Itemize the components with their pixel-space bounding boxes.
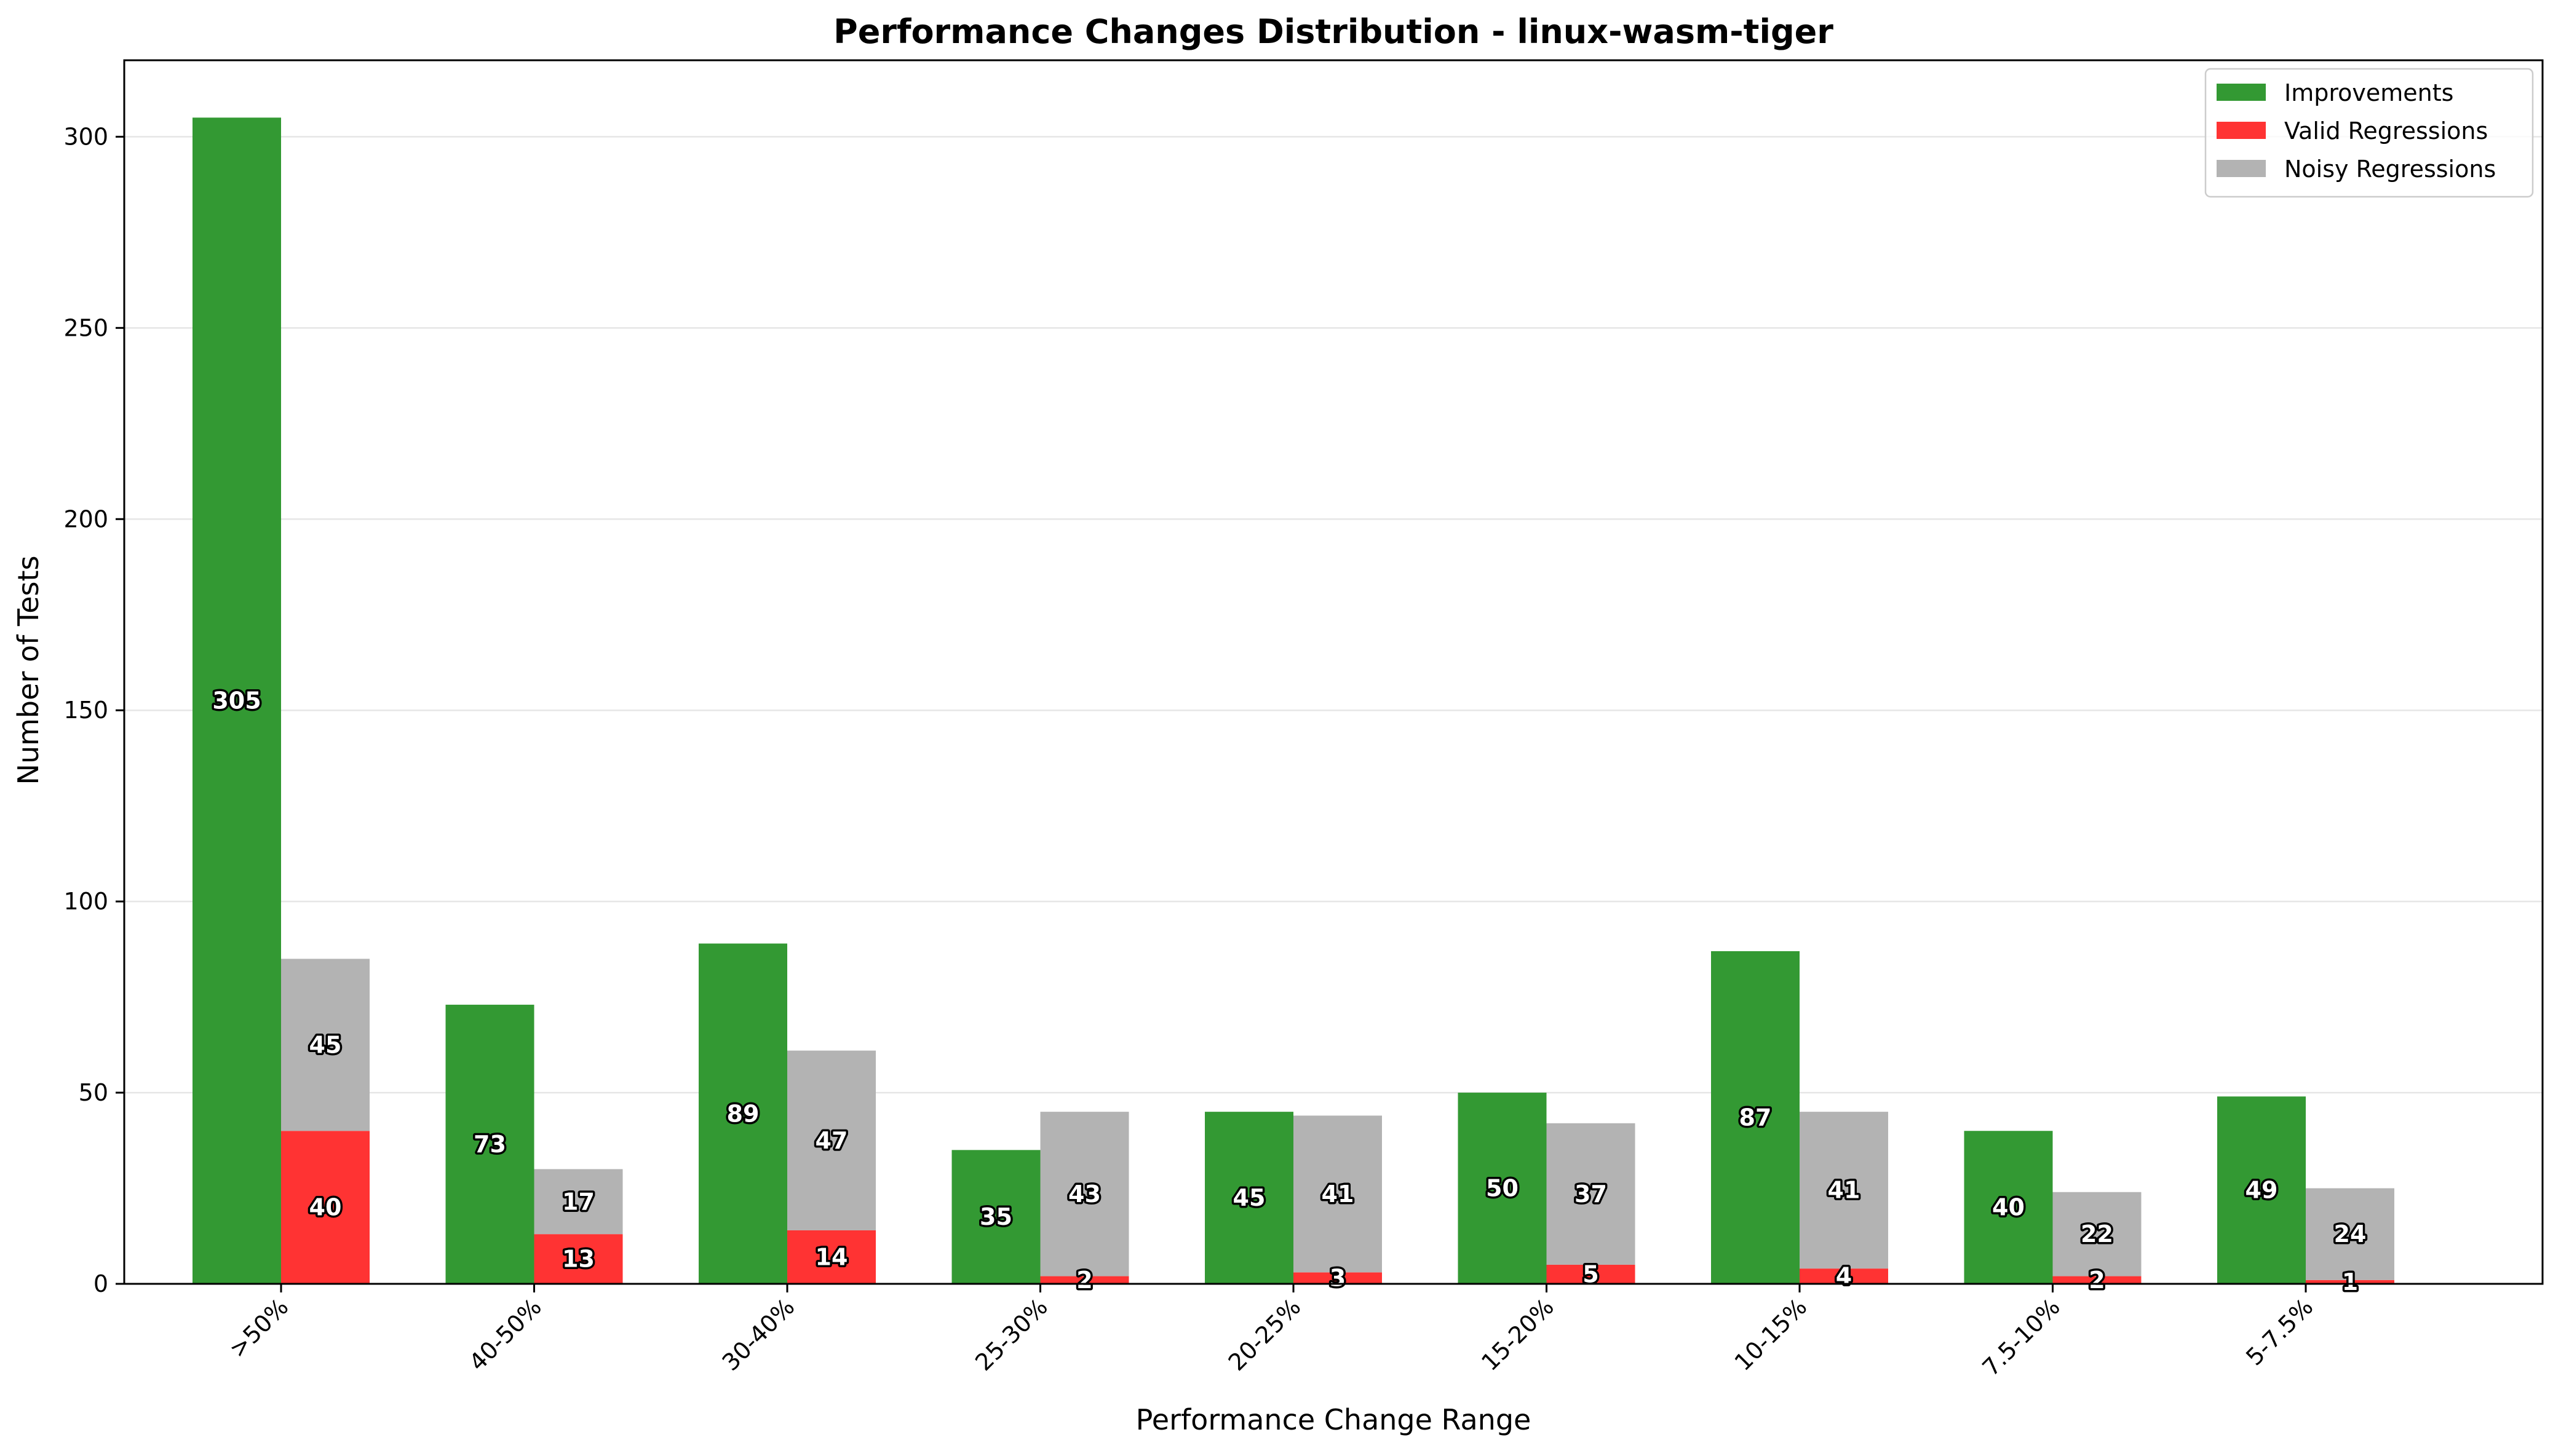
legend-swatch xyxy=(2217,160,2266,177)
x-tick-label: 15-20% xyxy=(1476,1293,1559,1376)
x-axis-label: Performance Change Range xyxy=(1136,1403,1531,1436)
bar-improvements xyxy=(2217,1096,2306,1284)
y-tick-label: 200 xyxy=(63,505,108,532)
bar-noisy-regressions xyxy=(1546,1123,1635,1265)
data-label: 4 xyxy=(1836,1263,1852,1290)
bar-noisy-regressions xyxy=(787,1050,876,1230)
legend: Improvements Valid Regressions Noisy Regre… xyxy=(2204,68,2534,198)
plot-frame xyxy=(123,59,2544,1285)
bar-improvements xyxy=(193,117,281,1284)
bar-valid-regressions xyxy=(2306,1280,2394,1284)
bar-valid-regressions xyxy=(2052,1276,2142,1284)
bar-improvements xyxy=(445,1005,534,1284)
data-label: 45 xyxy=(309,1031,342,1058)
bar-improvements xyxy=(1711,951,1800,1284)
bar-noisy-regressions xyxy=(1800,1112,1888,1269)
y-tick-label: 0 xyxy=(93,1270,108,1297)
data-label: 2 xyxy=(2089,1267,2105,1294)
legend-label: Noisy Regressions xyxy=(2284,156,2496,183)
bar-valid-regressions xyxy=(1040,1276,1129,1284)
bar-improvements xyxy=(1205,1112,1293,1284)
x-tick-label: 40-50% xyxy=(464,1293,547,1376)
data-label: 22 xyxy=(2081,1221,2113,1248)
x-tick-label: >50% xyxy=(224,1293,293,1363)
data-label: 40 xyxy=(309,1194,342,1221)
bar-improvements xyxy=(1964,1131,2053,1284)
x-tick-label: 5-7.5% xyxy=(2241,1293,2318,1371)
x-tick-label: 25-30% xyxy=(970,1293,1053,1376)
legend-label: Valid Regressions xyxy=(2284,117,2488,144)
y-tick-label: 300 xyxy=(63,123,108,150)
bar-valid-regressions xyxy=(787,1230,876,1284)
bar-noisy-regressions xyxy=(2306,1188,2394,1280)
data-label: 89 xyxy=(727,1100,760,1127)
bar-valid-regressions xyxy=(1800,1268,1888,1284)
data-label: 50 xyxy=(1486,1175,1519,1202)
data-label: 3 xyxy=(1330,1265,1346,1292)
bar-noisy-regressions xyxy=(1040,1112,1129,1276)
grid-layer xyxy=(124,136,2543,1094)
data-label: 45 xyxy=(1233,1184,1266,1211)
legend-label: Improvements xyxy=(2284,79,2453,106)
data-label: 1 xyxy=(2342,1268,2358,1296)
bar-noisy-regressions xyxy=(281,959,370,1131)
data-label: 47 xyxy=(816,1127,848,1154)
data-label: 17 xyxy=(562,1188,595,1215)
bars-layer xyxy=(193,117,2394,1284)
bar-valid-regressions xyxy=(1293,1272,1382,1284)
y-tick-label: 50 xyxy=(79,1079,108,1106)
data-label: 43 xyxy=(1068,1181,1101,1208)
data-label: 24 xyxy=(2334,1221,2367,1248)
data-label: 14 xyxy=(816,1243,848,1270)
data-label: 305 xyxy=(212,687,261,714)
data-label: 40 xyxy=(1992,1194,2025,1221)
data-label: 2 xyxy=(1076,1267,1092,1294)
bar-valid-regressions xyxy=(281,1131,370,1284)
data-label: 13 xyxy=(562,1246,595,1273)
bar-noisy-regressions xyxy=(1293,1115,1382,1273)
data-label: 37 xyxy=(1574,1181,1607,1208)
data-label: 73 xyxy=(474,1131,506,1158)
legend-box xyxy=(2204,68,2534,198)
bar-noisy-regressions xyxy=(2052,1192,2142,1276)
bar-noisy-regressions xyxy=(534,1169,623,1235)
y-axis-label: Number of Tests xyxy=(12,556,45,785)
x-tick-label: 30-40% xyxy=(717,1293,800,1376)
y-tick-label: 100 xyxy=(63,888,108,915)
bar-valid-regressions xyxy=(534,1234,623,1284)
bar-improvements xyxy=(699,943,787,1284)
data-label: 41 xyxy=(1828,1177,1860,1204)
data-label: 87 xyxy=(1739,1104,1772,1131)
legend-swatch xyxy=(2217,84,2266,101)
y-tick-label: 250 xyxy=(63,314,108,341)
x-tick-label: 10-15% xyxy=(1729,1293,1813,1376)
x-tick-label: 20-25% xyxy=(1223,1293,1306,1376)
bar-valid-regressions xyxy=(1546,1264,1635,1284)
x-tick-label: 7.5-10% xyxy=(1977,1293,2065,1381)
chart-title: Performance Changes Distribution - linux… xyxy=(833,12,1833,51)
data-label: 49 xyxy=(2245,1177,2278,1204)
y-tick-label: 150 xyxy=(63,697,108,724)
bar-improvements xyxy=(1458,1093,1547,1284)
data-label: 41 xyxy=(1322,1181,1354,1208)
data-label: 35 xyxy=(980,1203,1012,1230)
bar-improvements xyxy=(951,1150,1041,1284)
legend-swatch xyxy=(2217,122,2266,139)
